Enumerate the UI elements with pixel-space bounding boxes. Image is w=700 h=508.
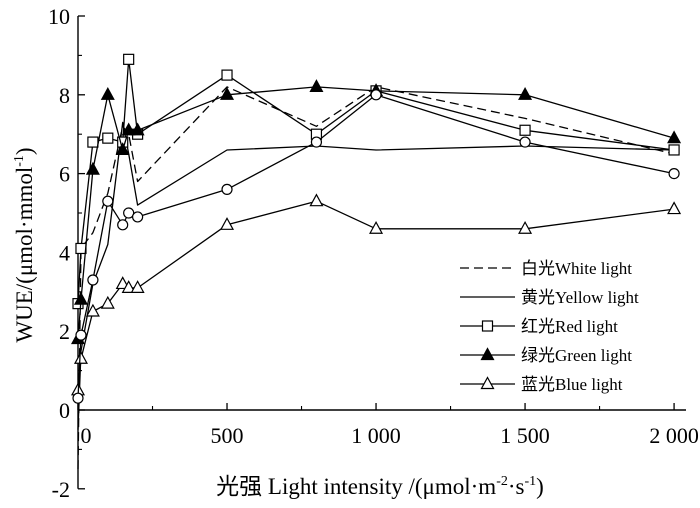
data-point bbox=[481, 320, 494, 332]
series-line bbox=[77, 86, 675, 340]
series-4 bbox=[70, 193, 682, 396]
data-point bbox=[130, 122, 145, 136]
legend-label: 黄光Yellow light bbox=[521, 288, 639, 307]
legend-label: 绿光Green light bbox=[521, 346, 632, 365]
data-point bbox=[220, 87, 235, 100]
data-point bbox=[115, 142, 130, 156]
y-tick-label: 10 bbox=[48, 4, 70, 29]
x-axis-label: 光强 Light intensity /(μmol·m-2·s-1) bbox=[216, 474, 544, 499]
data-point bbox=[121, 280, 136, 293]
data-point bbox=[73, 351, 88, 364]
data-point bbox=[518, 87, 533, 100]
data-point bbox=[85, 303, 100, 317]
series-5 bbox=[72, 89, 680, 404]
series-line bbox=[77, 86, 675, 470]
data-point bbox=[519, 136, 531, 148]
data-point bbox=[73, 291, 88, 305]
series-group bbox=[70, 53, 682, 470]
legend-entry-1: 黄光Yellow light bbox=[460, 288, 639, 307]
y-tick-label: 2 bbox=[59, 319, 70, 344]
data-point bbox=[370, 89, 382, 101]
y-axis-label: WUE/(μmol·mmol-1) bbox=[12, 147, 37, 342]
legend-entry-3: 绿光Green light bbox=[460, 346, 632, 365]
legend: 白光White light 黄光Yellow light 红光Red light 绿光… bbox=[460, 259, 639, 394]
data-point bbox=[102, 132, 114, 144]
data-point bbox=[221, 69, 233, 81]
data-point bbox=[100, 295, 115, 309]
data-point bbox=[87, 274, 99, 286]
data-point bbox=[667, 130, 682, 144]
data-point bbox=[480, 376, 495, 390]
x-axis-label-mid: ·s bbox=[508, 474, 525, 499]
x-axis-label-main: 光强 Light intensity /(μmol·m bbox=[216, 474, 496, 499]
data-point bbox=[518, 221, 533, 234]
y-tick-label: -2 bbox=[52, 477, 70, 502]
legend-entry-4: 蓝光Blue light bbox=[460, 375, 623, 394]
legend-entry-0: 白光White light bbox=[460, 259, 632, 278]
data-point bbox=[117, 219, 129, 231]
data-point bbox=[480, 347, 495, 361]
data-point bbox=[75, 242, 87, 255]
x-tick-label: 1 500 bbox=[500, 423, 550, 448]
data-point bbox=[668, 168, 680, 180]
data-point bbox=[85, 161, 100, 175]
x-tick-label: 0 bbox=[81, 423, 92, 448]
legend-label: 白光White light bbox=[521, 259, 632, 278]
data-point bbox=[130, 280, 145, 293]
x-axis-label-end: ) bbox=[536, 474, 544, 499]
x-axis-label-sup1: -2 bbox=[496, 474, 508, 489]
series-line bbox=[77, 121, 675, 430]
y-axis-label-sup: -1 bbox=[12, 155, 27, 167]
data-point bbox=[72, 392, 84, 404]
series-line bbox=[77, 58, 675, 304]
series-0 bbox=[77, 86, 675, 470]
legend-entry-2: 红光Red light bbox=[460, 317, 618, 336]
data-point bbox=[309, 79, 324, 93]
data-point bbox=[668, 144, 680, 156]
x-tick-label: 1 000 bbox=[351, 423, 401, 448]
x-tick-label: 2 000 bbox=[649, 423, 699, 448]
tick-labels: -2 0 2 4 6 8 10 0 500 1 000 1 500 2 000 bbox=[48, 4, 699, 502]
y-tick-label: 8 bbox=[59, 83, 70, 108]
data-point bbox=[519, 124, 531, 136]
data-point bbox=[132, 211, 144, 223]
data-point bbox=[75, 329, 87, 341]
data-point bbox=[123, 53, 135, 65]
y-tick-label: 4 bbox=[59, 240, 70, 265]
x-tick-label: 500 bbox=[211, 423, 244, 448]
data-point bbox=[310, 136, 323, 148]
y-axis-label-main: WUE/(μmol·mmol bbox=[12, 167, 37, 343]
data-point bbox=[102, 195, 114, 207]
data-point bbox=[220, 217, 235, 230]
data-point bbox=[121, 122, 136, 136]
series-line bbox=[77, 200, 675, 391]
data-point bbox=[667, 201, 682, 215]
x-axis-label-sup2: -1 bbox=[524, 474, 536, 489]
y-tick-label: 0 bbox=[59, 398, 70, 423]
data-point bbox=[309, 193, 324, 207]
y-tick-label: 6 bbox=[59, 162, 70, 187]
legend-label: 红光Red light bbox=[521, 317, 618, 336]
data-point bbox=[369, 221, 384, 234]
series-1 bbox=[77, 121, 675, 430]
data-point bbox=[87, 136, 99, 148]
data-point bbox=[100, 87, 115, 100]
series-3 bbox=[70, 79, 682, 345]
legend-label: 蓝光Blue light bbox=[521, 375, 623, 394]
data-point bbox=[221, 183, 233, 195]
axes bbox=[77, 15, 686, 490]
y-axis-label-end: ) bbox=[12, 147, 37, 155]
